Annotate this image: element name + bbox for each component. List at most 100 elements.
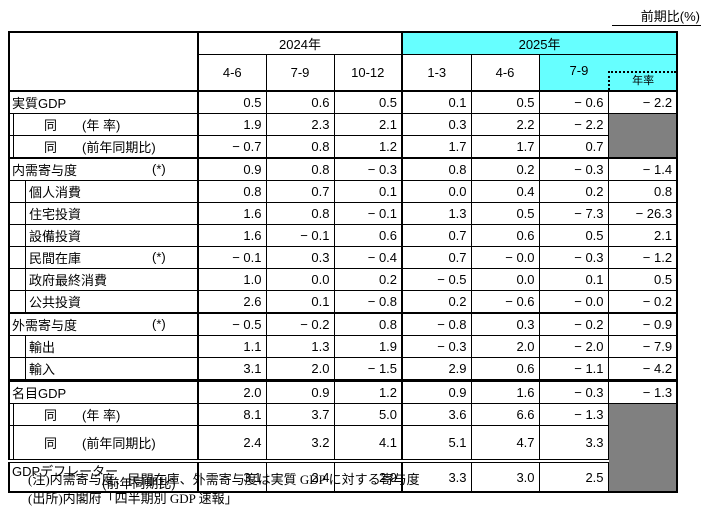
row-label: 実質GDP xyxy=(8,89,199,114)
table-row: 輸入 3.1 2.0 − 1.5 2.9 0.6 − 1.1 − 4.2 xyxy=(8,356,678,381)
masked-cell xyxy=(607,402,678,493)
data-cell: 2.4 xyxy=(197,424,267,462)
data-cell: 3.3 xyxy=(538,424,609,462)
data-cell: − 0.4 xyxy=(333,245,403,269)
data-cell: − 0.3 xyxy=(401,334,472,358)
annual-cell: − 0.9 xyxy=(607,311,678,336)
data-cell: 2.9 xyxy=(333,459,403,493)
data-cell: 1.2 xyxy=(333,134,403,158)
data-cell: − 0.8 xyxy=(333,289,403,313)
data-cell: 0.4 xyxy=(470,179,540,203)
data-cell: 5.0 xyxy=(333,402,403,426)
data-cell: 1.3 xyxy=(265,334,335,358)
table-row: 同 (前年同期比) 2.4 3.2 4.1 5.1 4.7 3.3 xyxy=(8,424,677,462)
row-label: 名目GDP xyxy=(8,378,199,404)
table-row: 輸出 1.1 1.3 1.9 − 0.3 2.0 − 2.0 − 7.9 xyxy=(8,334,678,358)
table-row: 政府最終消費 1.0 0.0 0.2 − 0.5 0.0 0.1 0.5 xyxy=(8,267,678,291)
data-cell: − 7.3 xyxy=(538,201,609,225)
data-cell: − 0.0 xyxy=(470,245,540,269)
data-cell: 2.0 xyxy=(470,334,540,358)
table-row: 内需寄与度 (*) 0.9 0.8 − 0.3 0.8 0.2 − 0.3 − 1… xyxy=(8,156,678,181)
table-row: 民間在庫 (*) − 0.1 0.3 − 0.4 0.7 − 0.0 − 0.3 … xyxy=(8,245,678,269)
data-cell: 0.6 xyxy=(470,356,540,381)
row-label: 同 (年 率) xyxy=(8,112,199,136)
row-label: GDPデフレーター (前年同期比) xyxy=(8,459,199,493)
table-row: 公共投資 2.6 0.1 − 0.8 0.2 − 0.6 − 0.0 − 0.2 xyxy=(8,289,678,313)
data-cell: − 2.2 xyxy=(538,112,609,136)
data-cell: 0.7 xyxy=(538,134,609,158)
data-cell: 0.3 xyxy=(470,311,540,336)
table-row: 実質GDP 0.5 0.6 0.5 0.1 0.5 − 0.6 − 2.2 xyxy=(8,89,678,114)
annual-cell: − 26.3 xyxy=(607,201,678,225)
data-cell: 0.2 xyxy=(333,267,403,291)
data-cell: 3.6 xyxy=(401,402,472,426)
data-cell: 0.9 xyxy=(265,378,335,404)
data-cell: 2.2 xyxy=(470,112,540,136)
data-cell: − 1.3 xyxy=(538,402,609,426)
annual-cell: − 7.9 xyxy=(607,334,678,358)
data-cell: 0.1 xyxy=(401,89,472,114)
data-cell: 0.5 xyxy=(538,223,609,247)
data-cell: 1.9 xyxy=(333,334,403,358)
data-cell: 0.7 xyxy=(401,245,472,269)
col-header: 4-6 xyxy=(197,54,267,91)
data-cell: 1.7 xyxy=(401,134,472,158)
data-cell: 2.6 xyxy=(197,289,267,313)
annual-cell: − 4.2 xyxy=(607,356,678,381)
data-cell: 0.2 xyxy=(470,156,540,181)
data-cell: 0.9 xyxy=(197,156,267,181)
data-cell: 3.2 xyxy=(265,424,335,462)
quarter-header-row: 4-6 7-9 10-12 1-3 4-6 7-9 年率 xyxy=(9,54,678,91)
data-cell: − 0.3 xyxy=(538,245,609,269)
data-cell: 8.1 xyxy=(197,402,267,426)
data-cell: 4.7 xyxy=(470,424,540,462)
data-cell: − 0.1 xyxy=(333,201,403,225)
data-cell: 0.0 xyxy=(470,267,540,291)
data-cell: 5.1 xyxy=(401,424,472,462)
masked-cell xyxy=(607,112,678,158)
row-label: 公共投資 xyxy=(8,289,199,313)
table-row: 設備投資 1.6 − 0.1 0.6 0.7 0.6 0.5 2.1 xyxy=(8,223,678,247)
row-label: 内需寄与度 (*) xyxy=(8,156,199,181)
data-cell: 0.6 xyxy=(470,223,540,247)
data-cell: 3.0 xyxy=(470,459,540,493)
gdp-table: 2024年 2025年 4-6 7-9 10-12 1-3 4-6 7-9 年率… xyxy=(8,31,679,493)
footnotes: (注)内需寄与度、民間在庫、外需寄与度は実質 GDP に対する寄与度 (出所)内… xyxy=(28,470,420,508)
data-cell: − 0.8 xyxy=(401,311,472,336)
data-cell: 3.7 xyxy=(265,402,335,426)
data-cell: 1.0 xyxy=(197,267,267,291)
data-cell: 2.5 xyxy=(538,459,609,493)
data-cell: 2.0 xyxy=(197,378,267,404)
data-cell: 0.6 xyxy=(265,89,335,114)
annual-cell: 0.5 xyxy=(607,267,678,291)
data-cell: 0.6 xyxy=(333,223,403,247)
data-cell: − 1.1 xyxy=(538,356,609,381)
data-cell: 0.3 xyxy=(401,112,472,136)
note-line: (注)内需寄与度、民間在庫、外需寄与度は実質 GDP に対する寄与度 xyxy=(28,472,420,487)
table-row: 名目GDP 2.0 0.9 1.2 0.9 1.6 − 0.3 − 1.3 xyxy=(8,378,678,404)
row-label: 政府最終消費 xyxy=(8,267,199,291)
annual-cell: − 1.2 xyxy=(607,245,678,269)
data-cell: − 0.1 xyxy=(265,223,335,247)
data-cell: − 0.5 xyxy=(197,311,267,336)
table-row: 外需寄与度 (*) − 0.5 − 0.2 0.8 − 0.8 0.3 − 0.2… xyxy=(8,311,678,336)
col-header: 4-6 xyxy=(470,54,540,91)
data-cell: 0.7 xyxy=(265,179,335,203)
group-header-2024: 2024年 xyxy=(197,31,403,55)
data-cell: 4.1 xyxy=(333,424,403,462)
data-cell: − 0.1 xyxy=(197,245,267,269)
data-cell: 1.9 xyxy=(197,112,267,136)
data-cell: 0.5 xyxy=(470,89,540,114)
col-header: 10-12 xyxy=(333,54,403,91)
note-line: (出所)内閣府「四半期別 GDP 速報」 xyxy=(28,491,238,506)
data-cell: − 0.3 xyxy=(333,156,403,181)
data-cell: − 0.2 xyxy=(538,311,609,336)
data-cell: − 0.6 xyxy=(470,289,540,313)
data-cell: 2.9 xyxy=(401,356,472,381)
row-label: 輸入 xyxy=(8,356,199,381)
data-cell: 0.8 xyxy=(401,156,472,181)
col-header-7-9: 7-9 年率 xyxy=(538,54,678,91)
data-cell: 0.8 xyxy=(333,311,403,336)
data-cell: − 0.0 xyxy=(538,289,609,313)
